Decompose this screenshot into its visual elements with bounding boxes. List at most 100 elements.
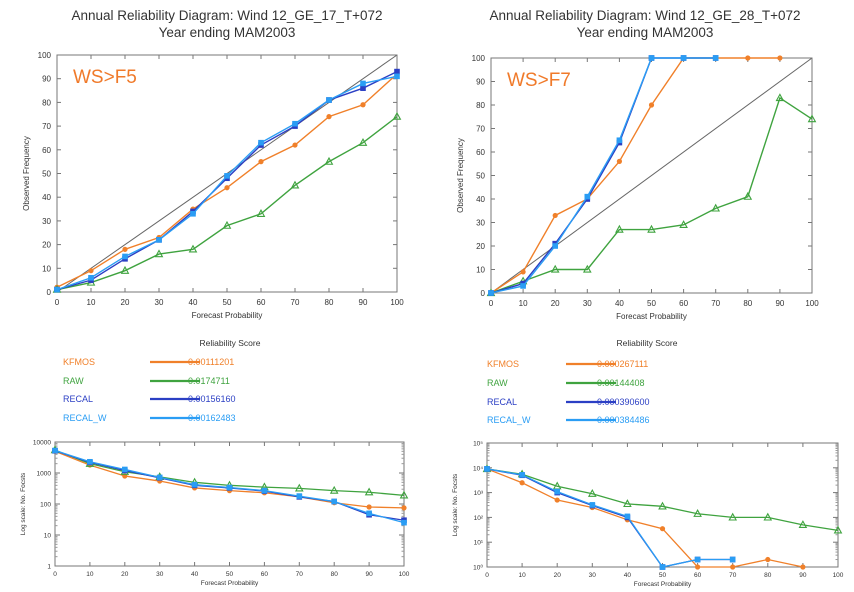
count-line-kfmos: [486, 468, 804, 568]
data-point-recal_w: [190, 210, 196, 217]
legend-score-value: 0.000384486: [597, 415, 650, 425]
count-point-recal_w: [484, 466, 490, 472]
x-tick-label: 0: [53, 571, 57, 578]
legend-score-value: 0.00144408: [597, 378, 645, 388]
data-point-recal: [394, 68, 400, 75]
data-point-kfmos: [224, 185, 230, 191]
x-tick-label: 50: [226, 571, 234, 578]
reliability-score-legend-1: Reliability Score KFMOS 0.00111201 RAW 0.017…: [63, 338, 261, 423]
data-point-kfmos: [777, 55, 783, 61]
series-line-kfmos: [490, 57, 780, 294]
series-line-recal_w: [56, 75, 398, 291]
series-line-recal: [490, 57, 716, 294]
y-tick-label: 10: [44, 533, 52, 540]
data-point-kfmos: [326, 114, 332, 120]
data-point-kfmos: [648, 102, 655, 108]
count-point-recal_w: [52, 447, 58, 454]
x-tick-label: 0: [485, 572, 489, 579]
y-tick-label: 10: [42, 264, 51, 273]
count-point-raw: [364, 487, 374, 496]
count-point-kfmos: [800, 564, 806, 570]
count-point-recal_w: [589, 502, 596, 508]
data-point-kfmos: [122, 246, 128, 252]
count-point-recal_w: [624, 513, 631, 520]
data-point-recal_w: [326, 97, 332, 103]
legend-score-value: 0.000390600: [597, 397, 650, 407]
data-point-recal_w: [648, 55, 655, 61]
count-point-recal_w: [122, 466, 128, 473]
data-point-raw: [711, 203, 721, 212]
count-point-recal_w: [331, 498, 337, 505]
threshold-annotation: WS>F7: [507, 70, 571, 91]
x-tick-label: 10: [518, 572, 526, 579]
count-line-kfmos: [54, 450, 405, 509]
series-line-recal_w: [490, 57, 716, 294]
y-tick-label: 80: [476, 101, 485, 110]
count-point-kfmos: [554, 497, 560, 503]
count-line-raw: [486, 468, 839, 532]
y-tick-label: 50: [476, 172, 485, 181]
data-point-recal_w: [156, 237, 162, 243]
count-line-recal_w: [486, 468, 733, 568]
y-tick-label: 40: [476, 195, 485, 204]
data-point-raw: [679, 220, 688, 228]
data-point-raw: [392, 111, 402, 120]
y-tick-label: 40: [42, 193, 51, 202]
count-point-kfmos: [401, 505, 407, 511]
x-axis-label: Forecast Probability: [616, 312, 687, 321]
x-tick-label: 80: [743, 299, 752, 308]
y-axis-label: Log scale: No. Focsts: [20, 472, 27, 535]
y-tick-label: 70: [42, 122, 51, 131]
data-point-raw: [743, 191, 753, 200]
legend-score-value: 0.00156160: [188, 394, 236, 404]
data-point-recal_w: [520, 283, 526, 289]
y-tick-label: 60: [476, 148, 485, 157]
reliability-diagram-2: 0 10 20 30 40 50 60 70 80 90 100 0 10 20 30 40 50 60 70 80 9…: [456, 54, 819, 321]
data-point-raw: [188, 244, 198, 253]
y-tick-label: 80: [42, 98, 51, 107]
x-tick-label: 30: [155, 298, 164, 307]
data-point-kfmos: [745, 55, 751, 61]
forecast-count-chart-2: 0 10 20 30 40 50 60 70 80 90 100 10⁰ 10¹ 10² 10³ 10⁴ 10⁵…: [452, 441, 844, 589]
data-point-recal_w: [552, 243, 558, 249]
count-point-recal_w: [401, 519, 407, 526]
data-point-raw: [550, 264, 560, 273]
x-tick-label: 50: [223, 298, 232, 307]
x-tick-label: 30: [156, 571, 164, 578]
y-tick-label: 10²: [474, 515, 484, 522]
x-tick-label: 100: [805, 299, 819, 308]
x-tick-label: 100: [399, 571, 410, 578]
data-point-recal_w: [394, 73, 400, 80]
data-point-recal_w: [712, 55, 719, 61]
legend-series-name: RECAL: [487, 397, 517, 407]
x-tick-label: 60: [261, 571, 269, 578]
count-point-kfmos: [695, 564, 701, 570]
x-tick-label: 80: [331, 571, 339, 578]
x-tick-label: 80: [325, 298, 334, 307]
y-tick-label: 30: [476, 219, 485, 228]
count-point-recal_w: [226, 484, 233, 491]
x-tick-label: 50: [647, 299, 656, 308]
data-point-kfmos: [88, 268, 94, 274]
y-tick-label: 100: [38, 51, 52, 60]
x-tick-label: 20: [121, 298, 130, 307]
count-point-raw: [294, 483, 304, 492]
y-tick-label: 10¹: [474, 540, 484, 547]
count-point-kfmos: [519, 480, 525, 486]
x-tick-label: 60: [257, 298, 266, 307]
x-tick-label: 10: [519, 299, 528, 308]
count-point-recal_w: [729, 556, 736, 563]
y-tick-label: 30: [42, 217, 51, 226]
reliability-score-title: Reliability Score: [200, 338, 261, 348]
x-tick-label: 0: [489, 299, 494, 308]
legend-series-name: RECAL: [63, 394, 93, 404]
y-axis-label: Log scale: No. Focsts: [452, 473, 459, 536]
count-point-recal_w: [296, 493, 303, 499]
data-point-raw: [290, 180, 300, 189]
count-point-kfmos: [366, 504, 372, 510]
count-point-raw: [728, 512, 738, 521]
reliability-score-legend-2: Reliability Score KFMOS 0.000267111 RAW 0.00…: [487, 338, 678, 425]
legend-series-name: KFMOS: [487, 359, 519, 369]
data-point-recal_w: [224, 173, 230, 179]
x-tick-label: 60: [679, 299, 688, 308]
